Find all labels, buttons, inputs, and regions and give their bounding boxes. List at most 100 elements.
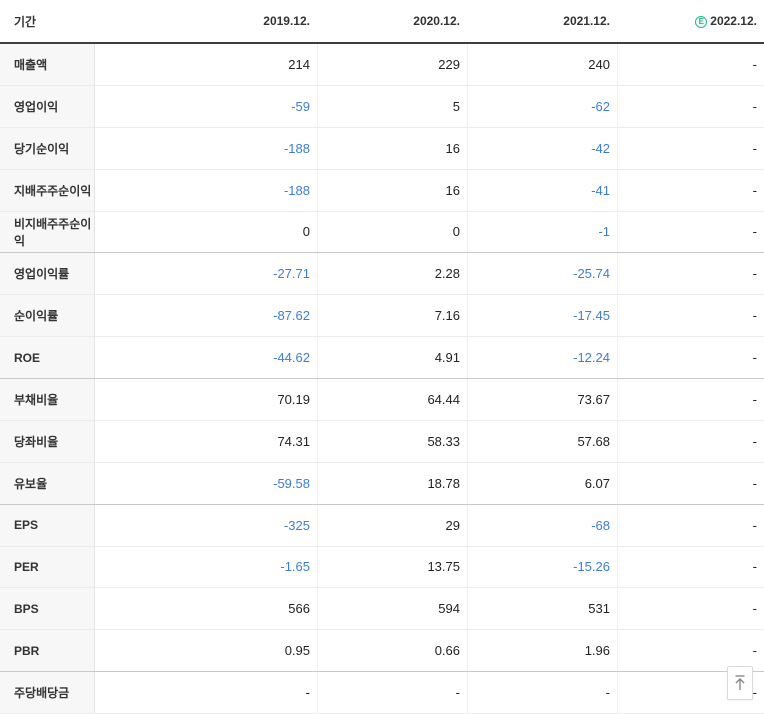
row-label: EPS xyxy=(0,504,95,546)
table-row: 부채비율 70.19 64.44 73.67- xyxy=(0,379,764,421)
cell-value: -44.62 xyxy=(273,350,310,366)
cell-value: 566 xyxy=(288,601,310,617)
period-header: 기간 xyxy=(14,14,37,29)
cell-value: - xyxy=(617,337,764,378)
cell-value: -59 xyxy=(291,98,310,114)
cell-value: -1.65 xyxy=(280,559,310,575)
column-header-2020: 2020.12. xyxy=(413,14,460,28)
cell-value: 18.78 xyxy=(317,462,467,504)
row-label: 매출액 xyxy=(0,44,95,85)
cell-value: 4.91 xyxy=(317,337,467,378)
table-header-row: 기간 2019.12. 2020.12. 2021.12. E 2022.12. xyxy=(0,0,764,44)
table-row: 유보율 -59.58 18.78 6.07- xyxy=(0,462,764,505)
row-label: 당좌비율 xyxy=(0,420,95,462)
cell-value: -68 xyxy=(467,504,617,546)
row-label: 주당배당금 xyxy=(0,672,95,713)
cell-value: -25.74 xyxy=(467,253,617,295)
cell-value: - xyxy=(617,379,764,420)
cell-value: - xyxy=(617,420,764,462)
cell-value: - xyxy=(305,685,310,701)
cell-value: 594 xyxy=(317,588,467,630)
table-row: 당기순이익 -188 16 -42- xyxy=(0,127,764,170)
cell-value: - xyxy=(467,672,617,713)
table-row: 주당배당금 - - - - xyxy=(0,672,764,714)
cell-value: 16 xyxy=(317,169,467,211)
row-label: 지배주주순이익 xyxy=(0,169,95,211)
cell-value: 0 xyxy=(317,211,467,253)
cell-value: 214 xyxy=(288,56,310,72)
cell-value: -42 xyxy=(467,127,617,169)
arrow-up-icon xyxy=(735,675,745,690)
row-label: 영업이익률 xyxy=(0,253,95,295)
cell-value: -1 xyxy=(467,211,617,253)
cell-value: - xyxy=(617,85,764,127)
cell-value: 70.19 xyxy=(277,391,310,407)
cell-value: - xyxy=(617,462,764,504)
cell-value: -17.45 xyxy=(467,295,617,337)
cell-value: - xyxy=(317,672,467,713)
column-header-2022-label: 2022.12. xyxy=(710,14,757,28)
column-header-2022-estimate: E 2022.12. xyxy=(617,14,764,28)
row-label: BPS xyxy=(0,588,95,630)
cell-value: 64.44 xyxy=(317,379,467,420)
cell-value: 229 xyxy=(317,44,467,85)
row-label: PBR xyxy=(0,630,95,672)
cell-value: 7.16 xyxy=(317,295,467,337)
cell-value: - xyxy=(617,630,764,672)
cell-value: -12.24 xyxy=(467,337,617,378)
cell-value: -188 xyxy=(283,140,310,156)
table-row: 당좌비율 74.31 58.33 57.68- xyxy=(0,420,764,463)
cell-value: 6.07 xyxy=(467,462,617,504)
cell-value: 0 xyxy=(302,224,310,240)
table-row: BPS 566 594 531- xyxy=(0,588,764,631)
table-row: 매출액 214 229 240- xyxy=(0,44,764,86)
cell-value: 74.31 xyxy=(277,433,310,449)
row-label: 순이익률 xyxy=(0,295,95,337)
cell-value: 73.67 xyxy=(467,379,617,420)
cell-value: -325 xyxy=(283,517,310,533)
cell-value: 0.95 xyxy=(284,643,310,659)
cell-value: 57.68 xyxy=(467,420,617,462)
cell-value: 1.96 xyxy=(467,630,617,672)
table-row: 지배주주순이익 -188 16 -41- xyxy=(0,169,764,212)
cell-value: -62 xyxy=(467,85,617,127)
cell-value: - xyxy=(617,588,764,630)
scroll-to-top-button[interactable] xyxy=(727,666,753,700)
cell-value: - xyxy=(617,504,764,546)
cell-value: -27.71 xyxy=(273,266,310,282)
cell-value: - xyxy=(617,211,764,253)
column-header-2019: 2019.12. xyxy=(263,14,310,28)
table-row: EPS -325 29 -68- xyxy=(0,504,764,547)
row-label: 유보율 xyxy=(0,462,95,504)
cell-value: - xyxy=(617,169,764,211)
row-label: 비지배주주순이익 xyxy=(0,211,95,253)
table-row: 순이익률 -87.62 7.16 -17.45- xyxy=(0,295,764,338)
estimate-badge-icon: E xyxy=(695,16,708,28)
table-row: 비지배주주순이익 0 0 -1- xyxy=(0,211,764,254)
table-row: PER -1.65 13.75 -15.26- xyxy=(0,546,764,589)
cell-value: 531 xyxy=(467,588,617,630)
cell-value: - xyxy=(617,127,764,169)
cell-value: 16 xyxy=(317,127,467,169)
cell-value: 58.33 xyxy=(317,420,467,462)
cell-value: -15.26 xyxy=(467,546,617,588)
cell-value: 5 xyxy=(317,85,467,127)
cell-value: -41 xyxy=(467,169,617,211)
cell-value: -59.58 xyxy=(273,475,310,491)
row-label: 부채비율 xyxy=(0,379,95,420)
row-label: 당기순이익 xyxy=(0,127,95,169)
cell-value: 13.75 xyxy=(317,546,467,588)
cell-value: - xyxy=(617,44,764,85)
table-row: ROE -44.62 4.91 -12.24- xyxy=(0,337,764,379)
table-row: PBR 0.95 0.66 1.96- xyxy=(0,630,764,673)
cell-value: -188 xyxy=(283,182,310,198)
cell-value: - xyxy=(617,295,764,337)
cell-value: - xyxy=(617,253,764,295)
cell-value: 2.28 xyxy=(317,253,467,295)
cell-value: - xyxy=(617,672,764,713)
cell-value: -87.62 xyxy=(273,308,310,324)
row-label: ROE xyxy=(0,337,95,378)
row-label: PER xyxy=(0,546,95,588)
row-label: 영업이익 xyxy=(0,85,95,127)
table-row: 영업이익 -59 5 -62- xyxy=(0,85,764,128)
